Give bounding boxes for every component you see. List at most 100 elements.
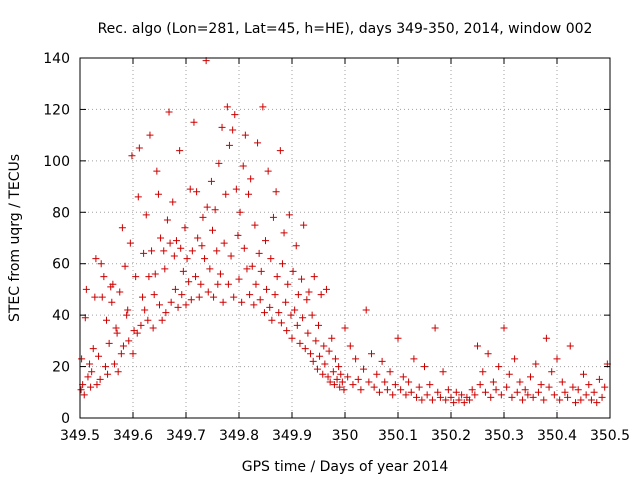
data-point-marker xyxy=(402,391,410,399)
data-point-marker xyxy=(240,244,248,252)
data-point-marker xyxy=(165,108,173,116)
data-point-marker xyxy=(121,262,129,270)
data-point-marker xyxy=(561,388,569,396)
data-point-marker xyxy=(257,267,265,275)
data-point-marker xyxy=(100,273,108,281)
data-point-marker xyxy=(505,370,513,378)
data-point-marker xyxy=(280,229,288,237)
data-point-marker xyxy=(423,391,431,399)
data-point-marker xyxy=(593,399,601,407)
data-point-marker xyxy=(405,378,413,386)
data-point-marker xyxy=(508,393,516,401)
data-point-marker xyxy=(460,399,468,407)
data-point-marker xyxy=(527,373,534,381)
data-point-marker xyxy=(305,288,313,296)
data-point-marker xyxy=(255,249,263,257)
grid-lines xyxy=(80,58,610,418)
data-point-marker xyxy=(197,280,205,288)
data-point-marker xyxy=(193,188,201,196)
data-point-marker xyxy=(171,285,179,293)
data-point-marker xyxy=(550,391,558,399)
y-tick-label: 120 xyxy=(43,102,70,118)
data-point-marker xyxy=(566,342,574,350)
data-point-marker xyxy=(235,275,243,283)
data-point-marker xyxy=(545,383,553,391)
data-markers xyxy=(77,57,611,407)
data-point-marker xyxy=(148,247,156,255)
data-point-marker xyxy=(346,342,354,350)
data-point-marker xyxy=(254,139,262,147)
data-point-marker xyxy=(308,311,316,319)
data-point-marker xyxy=(282,298,290,306)
data-point-marker xyxy=(326,378,334,386)
data-point-marker xyxy=(349,381,357,389)
y-tick-label: 60 xyxy=(52,257,70,273)
y-tick-label: 20 xyxy=(52,360,70,376)
data-point-marker xyxy=(101,363,109,371)
data-point-marker xyxy=(150,291,158,299)
data-point-marker xyxy=(524,391,532,399)
data-point-marker xyxy=(207,177,215,185)
data-point-marker xyxy=(113,329,121,337)
data-point-marker xyxy=(407,388,415,396)
data-point-marker xyxy=(283,327,291,335)
data-point-marker xyxy=(186,185,194,193)
data-point-marker xyxy=(206,265,214,273)
x-tick-label: 350.5 xyxy=(590,428,630,444)
data-point-marker xyxy=(397,386,405,394)
x-tick-label: 350.4 xyxy=(537,428,577,444)
data-point-marker xyxy=(532,360,540,368)
data-point-marker xyxy=(319,370,327,378)
y-tick-label: 40 xyxy=(52,308,70,324)
data-point-marker xyxy=(231,111,239,119)
x-tick-labels: 349.5 349.6 349.7 349.8 349.9 350 350.1 350.2 35… xyxy=(60,428,630,444)
data-point-marker xyxy=(151,270,159,278)
data-point-marker xyxy=(542,334,550,342)
data-point-marker xyxy=(386,368,394,376)
data-point-marker xyxy=(87,383,95,391)
data-point-marker xyxy=(222,190,230,198)
data-point-marker xyxy=(179,267,187,275)
data-point-marker xyxy=(315,321,322,329)
data-point-marker xyxy=(117,350,125,358)
x-tick-label: 349.7 xyxy=(166,428,206,444)
data-point-marker xyxy=(529,393,537,401)
data-point-marker xyxy=(368,350,375,358)
data-point-marker xyxy=(260,309,268,317)
data-point-marker xyxy=(266,303,274,311)
data-point-marker xyxy=(458,391,466,399)
data-point-marker xyxy=(96,375,104,383)
data-point-marker xyxy=(112,324,120,332)
data-point-marker xyxy=(129,350,137,358)
x-tick-label: 350.1 xyxy=(378,428,418,444)
data-point-marker xyxy=(521,386,529,394)
data-point-marker xyxy=(93,381,101,389)
data-point-marker xyxy=(238,298,246,306)
data-point-marker xyxy=(321,360,329,368)
data-point-marker xyxy=(232,185,240,193)
data-point-marker xyxy=(133,329,141,337)
data-point-marker xyxy=(177,244,185,252)
data-point-marker xyxy=(134,193,142,201)
data-point-marker xyxy=(337,370,345,378)
x-tick-label: 350 xyxy=(332,428,359,444)
data-point-marker xyxy=(293,321,301,329)
data-point-marker xyxy=(394,334,402,342)
data-point-marker xyxy=(190,118,198,126)
data-point-marker xyxy=(537,381,545,389)
data-point-marker xyxy=(105,339,113,347)
data-point-marker xyxy=(466,396,474,404)
data-point-marker xyxy=(77,386,85,394)
data-point-marker xyxy=(344,373,352,381)
data-point-marker xyxy=(123,311,131,319)
data-point-marker xyxy=(92,255,100,263)
data-point-marker xyxy=(428,396,436,404)
data-point-marker xyxy=(91,293,99,301)
data-point-marker xyxy=(322,285,330,293)
data-point-marker xyxy=(149,324,157,332)
data-point-marker xyxy=(187,296,195,304)
data-point-marker xyxy=(125,337,133,345)
data-point-marker xyxy=(203,203,211,211)
data-point-marker xyxy=(489,378,497,386)
data-point-marker xyxy=(272,188,280,196)
